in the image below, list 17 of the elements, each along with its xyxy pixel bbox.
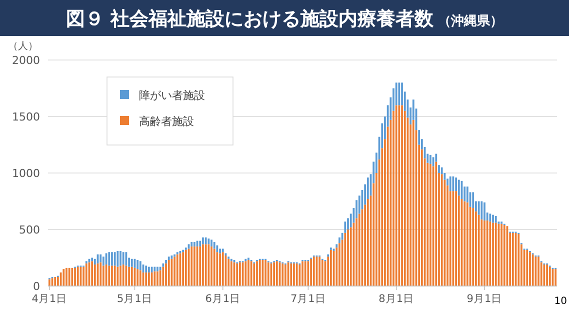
- y-tick-label: 500: [19, 224, 40, 236]
- y-tick-label: 2000: [12, 54, 40, 67]
- y-tick-label: 1500: [12, 110, 40, 124]
- x-tick-label: 5月1日: [117, 293, 152, 305]
- x-tick-label: 6月1日: [205, 293, 241, 305]
- chart-subtitle: （沖縄県）: [434, 14, 504, 29]
- chart-title: 図９ 社会福祉施設における施設内療養者数: [66, 8, 435, 30]
- y-tick-label: 1000: [12, 167, 40, 180]
- x-tick-label: 9月1日: [466, 293, 502, 305]
- legend-label: 高齢者施設: [139, 115, 194, 128]
- y-axis-title: （人）: [8, 41, 38, 52]
- y-tick-label: 0: [33, 280, 40, 293]
- x-tick-label: 7月1日: [290, 293, 326, 305]
- x-tick-label: 8月1日: [378, 293, 414, 305]
- text: 10: [554, 296, 567, 307]
- x-tick-label: 4月1日: [32, 293, 68, 305]
- legend-label: 障がい者施設: [139, 89, 205, 102]
